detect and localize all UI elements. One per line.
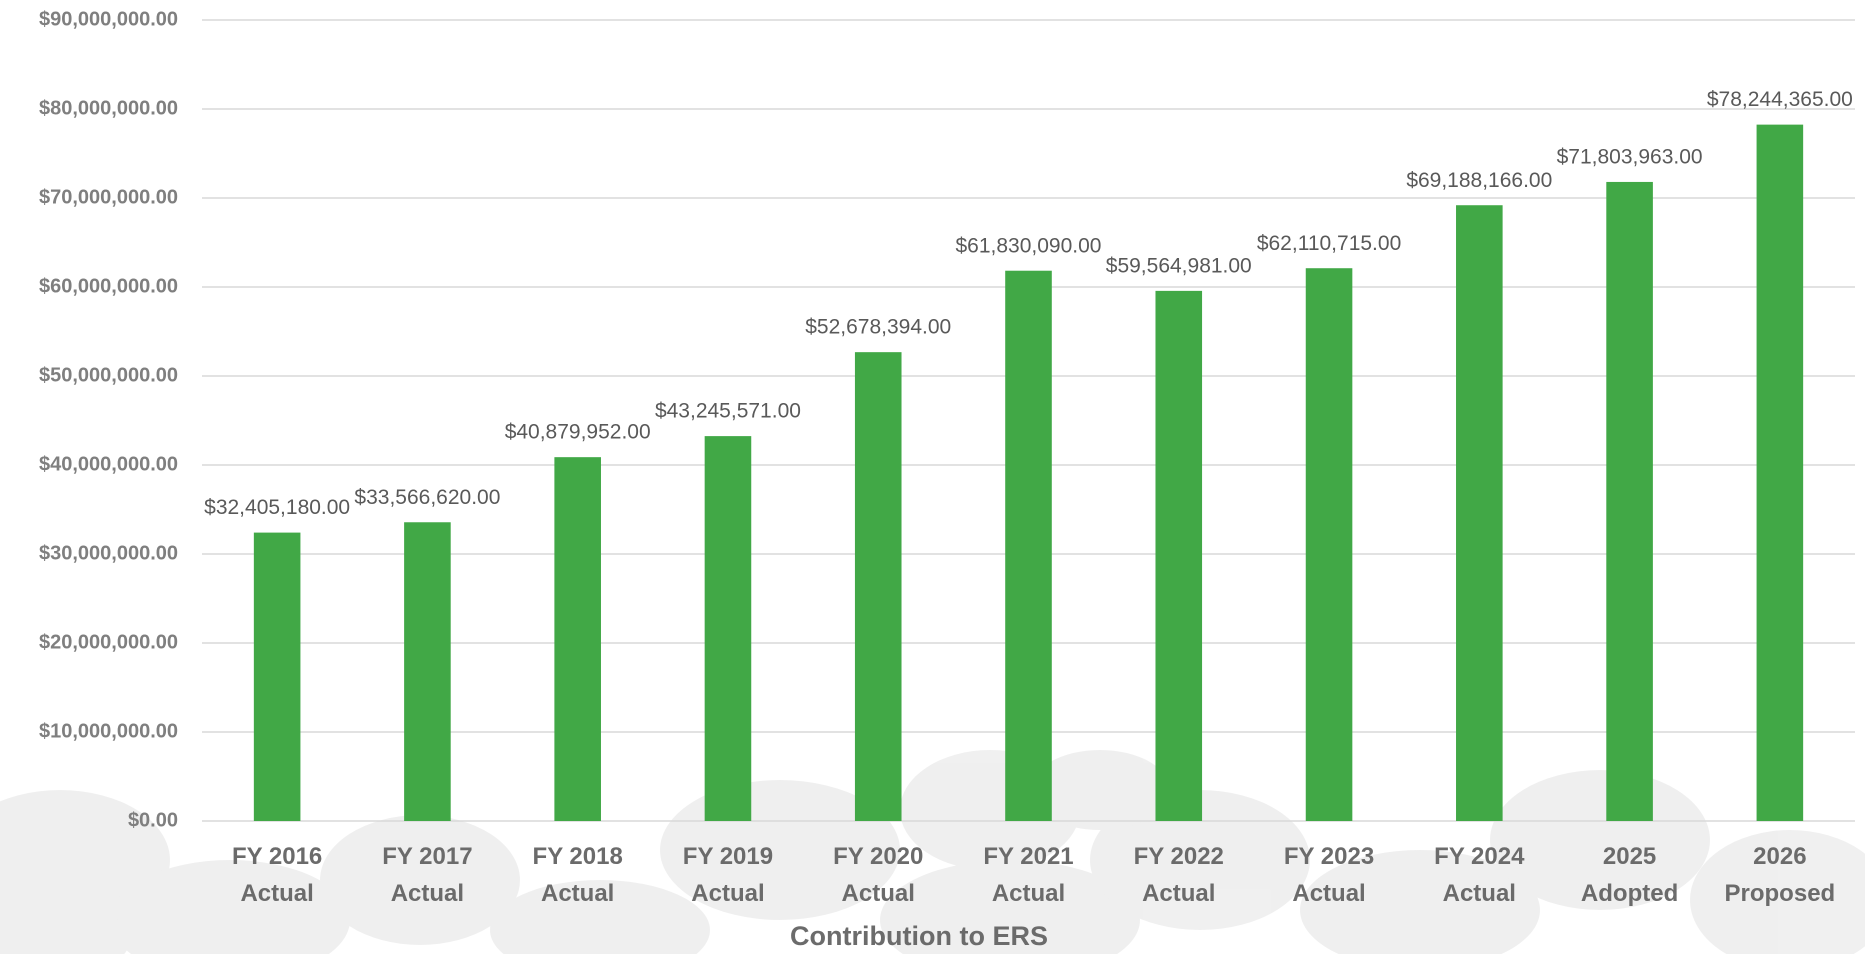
- x-tick-label-line: Actual: [842, 880, 915, 907]
- bar: [404, 522, 451, 821]
- bar: [1155, 290, 1203, 821]
- x-tick-label: FY 2021 Actual: [983, 843, 1073, 907]
- x-tick-label-line: Actual: [1443, 880, 1516, 907]
- data-label: $62,110,715.00: [1257, 232, 1401, 255]
- x-tick-label: FY 2022 Actual: [1134, 843, 1224, 907]
- x-tick-label-line: 2025: [1603, 843, 1656, 870]
- y-tick-label: $10,000,000.00: [39, 720, 178, 742]
- data-label: $71,803,963.00: [1557, 145, 1703, 168]
- x-tick-label-line: FY 2023: [1284, 843, 1374, 870]
- y-tick-label: $70,000,000.00: [39, 186, 178, 208]
- bar: [1756, 124, 1804, 822]
- x-tick-label-line: FY 2019: [683, 843, 773, 870]
- x-tick-label-line: 2026: [1753, 843, 1806, 870]
- x-tick-label: FY 2017 Actual: [382, 843, 472, 907]
- x-tick-label-line: Actual: [391, 880, 464, 907]
- data-label: $52,678,394.00: [805, 316, 951, 339]
- y-tick-label: $20,000,000.00: [39, 631, 178, 653]
- x-tick-label-line: Proposed: [1725, 880, 1836, 907]
- x-tick-label: FY 2018 Actual: [533, 843, 623, 907]
- x-tick-label-line: Actual: [992, 880, 1065, 907]
- x-tick-label-line: FY 2021: [983, 843, 1073, 870]
- x-tick-label-line: FY 2024: [1434, 843, 1525, 870]
- x-tick-label-line: FY 2017: [382, 843, 472, 870]
- bar: [1606, 181, 1653, 822]
- bar: [854, 352, 902, 821]
- x-tick-label-line: FY 2018: [533, 843, 623, 870]
- x-tick-label-line: Actual: [541, 880, 614, 907]
- x-tick-label-line: Adopted: [1581, 880, 1678, 907]
- x-tick-label-line: FY 2020: [833, 843, 923, 870]
- data-label: $59,564,981.00: [1106, 254, 1252, 277]
- x-tick-label-line: FY 2022: [1134, 843, 1224, 870]
- y-tick-label: $80,000,000.00: [39, 97, 178, 119]
- x-tick-label-line: Actual: [1292, 880, 1365, 907]
- background-pebbles: [0, 750, 1865, 954]
- chart-title: Contribution to ERS: [790, 921, 1048, 951]
- bar: [704, 436, 752, 821]
- bar: [554, 457, 601, 821]
- x-tick-label: FY 2024 Actual: [1434, 843, 1525, 907]
- bar: [1305, 268, 1353, 822]
- data-label: $40,879,952.00: [505, 421, 651, 444]
- x-tick-label: 2026 Proposed: [1725, 843, 1836, 907]
- x-tick-label-line: Actual: [691, 880, 764, 907]
- data-label: $69,188,166.00: [1406, 169, 1552, 192]
- x-tick-label: FY 2016 Actual: [232, 843, 322, 907]
- y-tick-label: $50,000,000.00: [39, 364, 178, 386]
- data-label: $78,244,365.00: [1707, 88, 1853, 111]
- y-tick-label: $60,000,000.00: [39, 275, 178, 297]
- y-tick-label: $30,000,000.00: [39, 542, 178, 564]
- y-tick-label: $40,000,000.00: [39, 453, 178, 475]
- bar: [253, 532, 301, 821]
- x-tick-label: FY 2020 Actual: [833, 843, 923, 907]
- data-label: $32,405,180.00: [204, 496, 350, 519]
- bar: [1005, 270, 1052, 822]
- y-tick-label: $0.00: [128, 809, 178, 831]
- x-tick-label: FY 2023 Actual: [1284, 843, 1374, 907]
- x-tick-label-line: Actual: [1142, 880, 1215, 907]
- x-tick-label: 2025 Adopted: [1581, 843, 1678, 907]
- data-label: $33,566,620.00: [354, 486, 500, 509]
- y-tick-label: $90,000,000.00: [39, 8, 178, 30]
- data-label: $61,830,090.00: [956, 234, 1102, 257]
- x-tick-label: FY 2019 Actual: [683, 843, 773, 907]
- x-tick-label-line: Actual: [240, 880, 313, 907]
- data-label: $43,245,571.00: [655, 400, 801, 423]
- bar: [1456, 205, 1503, 821]
- x-tick-label-line: FY 2016: [232, 843, 322, 870]
